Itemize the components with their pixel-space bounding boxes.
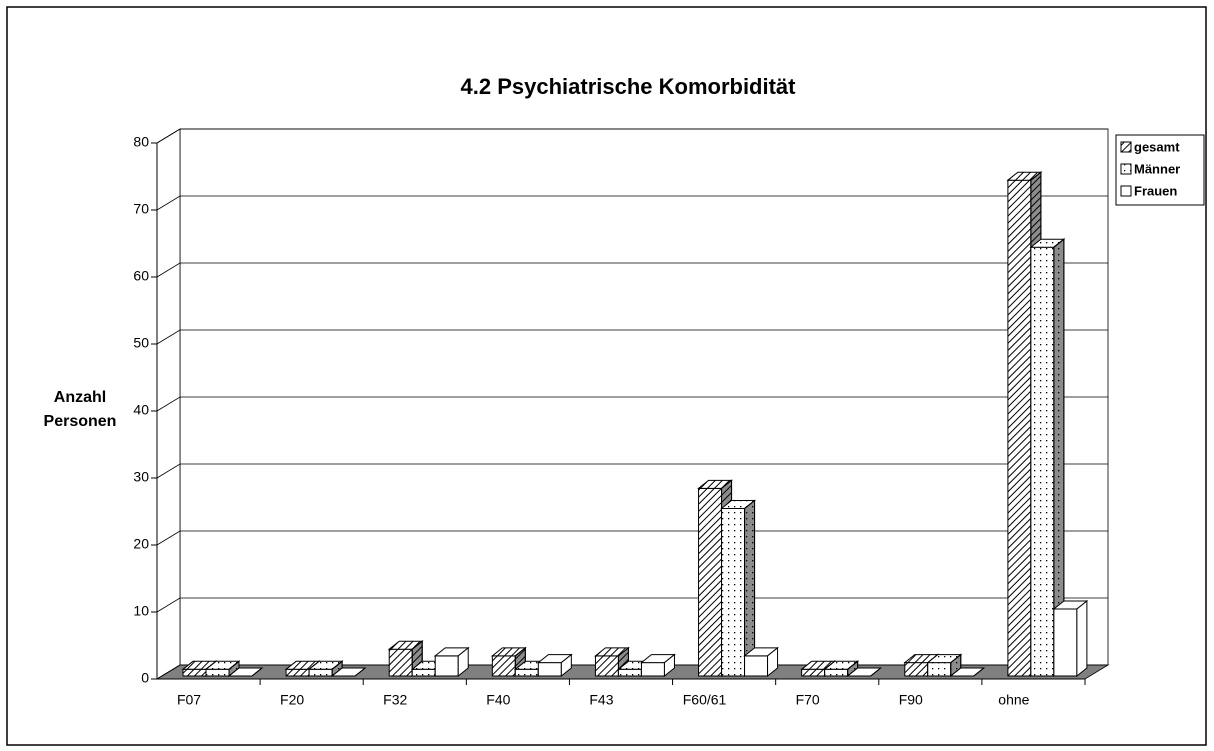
bar [926,653,963,678]
bar-front [491,655,516,677]
grid-line [156,463,1108,479]
bar [330,667,367,677]
legend-swatch [1120,163,1132,175]
bar-front [205,668,230,677]
y-tick-label: 50 [133,335,149,351]
x-tick-label: F07 [177,692,201,708]
y-tick-label: 80 [133,134,149,150]
grid-line [156,530,1108,546]
legend-swatch [1120,141,1132,153]
bar-front [927,662,952,677]
bar-front [411,668,436,677]
bar-front [824,668,849,677]
bar [204,660,241,678]
legend-swatch [1120,185,1132,197]
bar [640,653,676,678]
bar-side [354,667,366,677]
bar-front [640,662,665,677]
legend-label: Frauen [1134,183,1177,198]
bar [1052,599,1089,678]
bar-front [514,668,539,677]
y-tick-label: 70 [133,201,149,217]
bar [823,660,860,678]
bar-side [663,653,675,678]
grid-line [156,128,1108,144]
x-tick-label: F40 [486,692,510,708]
bar-front [434,655,459,677]
y-tick-label: 20 [133,536,149,552]
bar-front [594,655,619,677]
bar-side [560,653,572,678]
bar-front [721,508,746,677]
bar-side [251,667,263,677]
bar-side [767,646,779,678]
y-tick-label: 40 [133,402,149,418]
bar-side [457,646,469,678]
bar-side [870,667,881,677]
bar [846,667,883,677]
x-tick-label: F90 [899,692,923,708]
bar-front [1007,179,1032,677]
legend-label: gesamt [1134,139,1180,154]
bar-front [1053,608,1078,677]
legend-label: Männer [1134,161,1180,176]
bar-front [537,662,562,677]
grid-line [156,396,1108,412]
x-tick-label: F32 [383,692,407,708]
grid-line [156,664,1108,680]
y-tick-label: 30 [133,469,149,485]
bar [307,660,344,678]
y-tick-label: 0 [141,670,149,686]
bar [433,646,470,678]
bar-front [698,487,723,677]
bar [720,499,756,678]
y-tick-label: 10 [133,603,149,619]
bar-front [1030,246,1055,677]
x-tick-label: F43 [589,692,613,708]
bar [1029,238,1066,678]
bar-side [1076,599,1088,678]
x-tick-label: F20 [280,692,304,708]
grid-line [156,329,1108,345]
grid-line [156,195,1108,211]
bar [227,667,264,677]
bar [949,667,986,677]
grid-line [156,262,1108,278]
bar [743,646,779,678]
chart-title: 4.2 Psychiatrische Komorbidität [461,74,797,99]
bar-front [617,668,642,677]
bar-front [388,648,413,677]
bar [536,653,573,678]
bar-front [182,668,207,677]
bar-front [285,668,310,677]
bar-front [801,668,826,677]
bar-side [973,667,985,677]
y-axis-label: Anzahl Personen [43,389,117,430]
y-tick-label: 60 [133,268,149,284]
grid-line [156,597,1108,613]
legend: gesamt Männer Frauen [1115,134,1205,206]
bar-front [308,668,333,677]
x-tick-label: ohne [998,692,1029,708]
x-tick-label: F60/61 [683,692,727,708]
bar-front [904,662,929,677]
bar-front [744,655,769,677]
x-tick-label: F70 [796,692,820,708]
